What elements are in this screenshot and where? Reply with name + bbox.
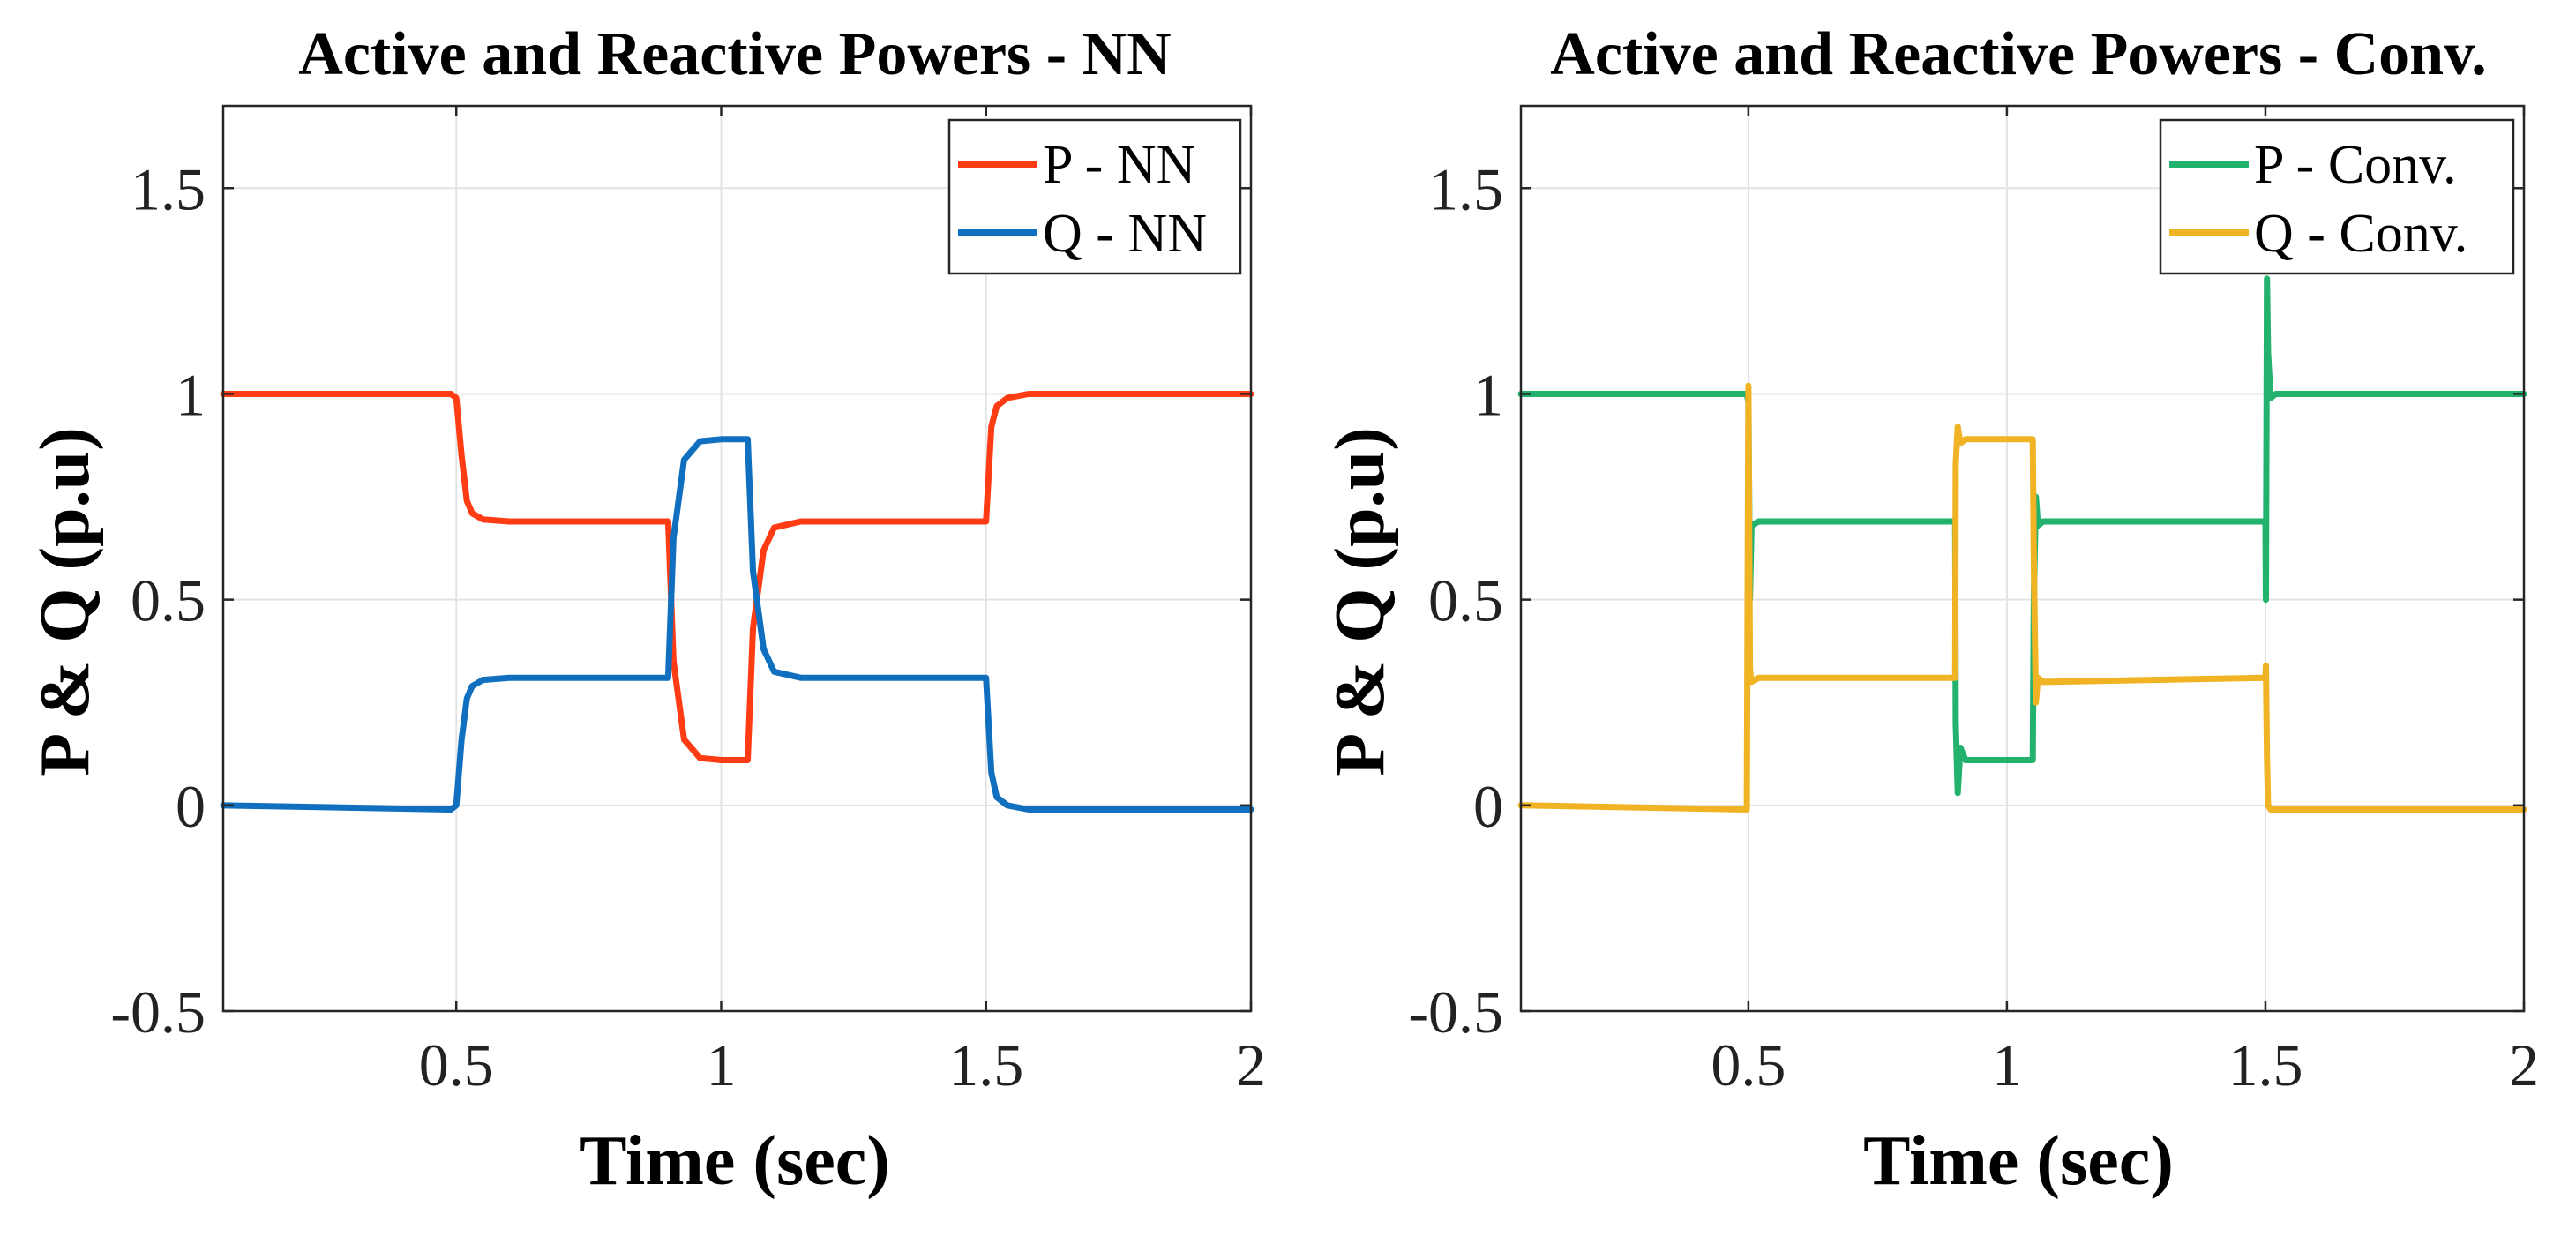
series-line-1 (220, 436, 1254, 813)
x-tick-label: 0.5 (419, 1031, 494, 1098)
y-tick-label: -0.5 (1408, 978, 1503, 1046)
legend-box (947, 118, 1242, 275)
legend-label: Q - NN (1043, 204, 1207, 264)
plot-area-frame (1519, 104, 2526, 1013)
y-tick-label: -0.5 (110, 978, 206, 1046)
x-tick-label: 1.5 (2228, 1031, 2303, 1098)
x-tick-label: 2 (2509, 1031, 2539, 1098)
y-axis-label: P & Q (p.u) (1322, 427, 1399, 776)
legend: P - Conv. Q - Conv. (2159, 118, 2515, 275)
chart-panel-conv: Active and Reactive Powers - Conv. Time … (1322, 20, 2539, 1200)
x-tick-label: 1 (706, 1031, 736, 1098)
legend-label: Q - Conv. (2254, 204, 2467, 264)
x-tick-label: 1 (1992, 1031, 2022, 1098)
x-axis-label: Time (sec) (580, 1122, 890, 1200)
plot-area-frame (221, 104, 1253, 1013)
y-tick-label: 1.5 (131, 155, 206, 222)
series-line-0 (1517, 275, 2527, 797)
chart-panel-nn: Active and Reactive Powers - NN Time (se… (26, 20, 1266, 1200)
y-tick-label: 1 (1473, 361, 1503, 428)
y-tick-label: 1 (176, 361, 206, 428)
legend-label: P - Conv. (2254, 135, 2457, 195)
x-tick-label: 0.5 (1711, 1031, 1786, 1098)
series-line-1 (1517, 382, 2527, 813)
y-tick-label: 1.5 (1428, 155, 1503, 222)
y-tick-label: 0.5 (131, 567, 206, 634)
x-tick-label: 1.5 (948, 1031, 1023, 1098)
x-tick-label: 2 (1236, 1031, 1266, 1098)
legend-box (2159, 118, 2515, 275)
y-axis-label: P & Q (p.u) (26, 427, 104, 776)
y-tick-label: 0.5 (1428, 567, 1503, 634)
legend-label: P - NN (1043, 135, 1195, 195)
chart-title: Active and Reactive Powers - Conv. (1550, 20, 2486, 88)
series-line-0 (220, 391, 1254, 763)
legend: P - NN Q - NN (947, 118, 1242, 275)
y-tick-label: 0 (1473, 773, 1503, 840)
x-axis-label: Time (sec) (1863, 1122, 2174, 1200)
y-tick-label: 0 (176, 773, 206, 840)
chart-title: Active and Reactive Powers - NN (298, 20, 1171, 88)
